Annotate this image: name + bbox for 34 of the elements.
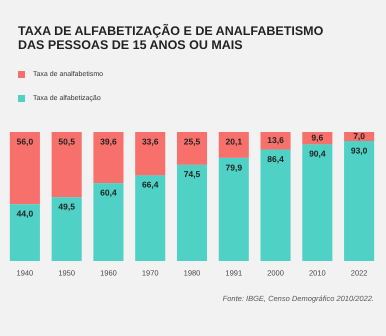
data-label: 79,9 [226, 162, 242, 172]
data-label: 93,0 [350, 145, 368, 156]
data-label: 49,5 [58, 201, 76, 212]
data-label: 20,1 [226, 136, 242, 146]
data-label: 7,0 [353, 130, 366, 141]
bar [135, 132, 166, 176]
data-label: 33,6 [142, 136, 159, 146]
bar [93, 183, 124, 261]
data-label: 66,4 [142, 180, 159, 190]
bar [218, 132, 249, 158]
bar [302, 144, 332, 261]
bar [93, 132, 124, 184]
bar [260, 150, 291, 261]
data-label: 50,5 [58, 136, 76, 146]
data-label: 13,6 [267, 135, 284, 146]
data-label: 39,6 [100, 136, 117, 146]
bar [10, 204, 40, 261]
bar [176, 132, 208, 165]
data-label: 9,6 [311, 132, 324, 143]
data-label: 86,4 [267, 154, 284, 164]
data-label: 60,4 [100, 187, 117, 198]
bar [10, 132, 40, 204]
bar [218, 158, 249, 261]
bar [344, 141, 374, 261]
bar [176, 164, 208, 261]
data-label: 44,0 [16, 208, 34, 219]
data-label: 90,4 [309, 148, 326, 159]
data-label: 56,0 [16, 136, 34, 146]
bar [52, 132, 82, 198]
data-label: 74,5 [184, 169, 201, 180]
bar [135, 175, 166, 261]
bar [52, 197, 82, 261]
data-label: 25,5 [184, 136, 201, 146]
chart-title: TAXA DE ALFABETIZAÇÃO E DE ANALFABETISMO DAS PESSOAS DE 15 ANOS OU MAIS [18, 24, 324, 52]
